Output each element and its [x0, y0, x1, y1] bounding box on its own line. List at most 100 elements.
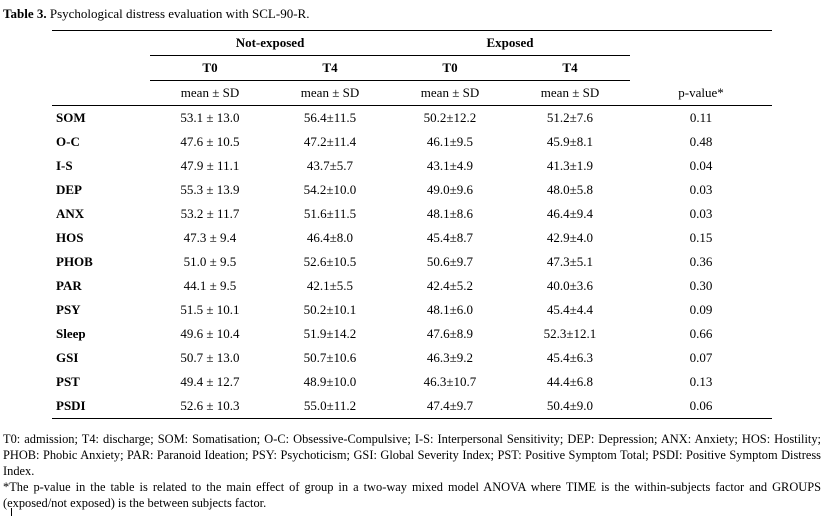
value-cell: 46.1±9.5	[426, 134, 474, 149]
value-cell: 49.0±9.6	[426, 182, 474, 197]
p-value-cell: 0.30	[689, 278, 713, 293]
row-label: PST	[56, 374, 80, 389]
group-exposed: Exposed	[390, 30, 630, 56]
value-cell: 46.3±9.2	[426, 350, 474, 365]
value-cell: 44.4±6.8	[546, 374, 594, 389]
value-cell: 41.3±1.9	[546, 158, 594, 173]
value-cell: 51.5 ± 10.1	[180, 302, 240, 317]
p-value-cell: 0.15	[689, 230, 713, 245]
value-cell: 46.4±9.4	[546, 206, 594, 221]
p-value-cell: 0.03	[689, 182, 713, 197]
value-cell: 43.7±5.7	[306, 158, 354, 173]
table-row: HOS 47.3 ± 9.4 46.4±8.0 45.4±8.7 42.9±4.0 0.1…	[52, 226, 772, 250]
value-cell: 48.9±10.0	[303, 374, 357, 389]
value-cell: 51.9±14.2	[303, 326, 357, 341]
value-cell: 52.6 ± 10.3	[150, 394, 270, 419]
timepoint-header: T4	[510, 55, 630, 81]
value-cell: 47.3±5.1	[546, 254, 594, 269]
value-cell: 55.3 ± 13.9	[180, 182, 240, 197]
value-cell: 46.4±8.0	[306, 230, 354, 245]
table-row: GSI 50.7 ± 13.0 50.7±10.6 46.3±9.2 45.4±6.3 0…	[52, 346, 772, 370]
table-caption: Table 3. Psychological distress evaluati…	[3, 6, 309, 22]
row-label: PSY	[56, 302, 81, 317]
value-cell: 47.9 ± 11.1	[180, 158, 240, 173]
row-label: GSI	[56, 350, 79, 365]
value-cell: 50.2±12.2	[423, 110, 477, 125]
table-caption-text: Psychological distress evaluation with S…	[49, 6, 310, 21]
value-cell: 45.4±6.3	[546, 350, 594, 365]
group-not-exposed: Not-exposed	[150, 30, 390, 56]
p-value-cell: 0.13	[689, 374, 713, 389]
row-label: PAR	[56, 278, 82, 293]
group-header-row: Not-exposed Exposed	[52, 30, 772, 56]
table-row: Sleep 49.6 ± 10.4 51.9±14.2 47.6±8.9 52.3±12…	[52, 322, 772, 346]
value-cell: 52.6±10.5	[303, 254, 357, 269]
scl90-table: Not-exposed Exposed T0 T4 T0 T4 mean ± S…	[52, 30, 772, 419]
table-body: SOM 53.1 ± 13.0 56.4±11.5 50.2±12.2 51.2±7.6…	[52, 106, 772, 419]
table-row: PSY 51.5 ± 10.1 50.2±10.1 48.1±6.0 45.4±4.4 0…	[52, 298, 772, 322]
table-row: SOM 53.1 ± 13.0 56.4±11.5 50.2±12.2 51.2±7.6…	[52, 106, 772, 131]
value-cell: 50.4±9.0	[510, 394, 630, 419]
stat-header: mean ± SD	[270, 80, 390, 106]
value-cell: 53.2 ± 11.7	[180, 206, 240, 221]
row-label: Sleep	[56, 326, 86, 341]
row-label: HOS	[56, 230, 84, 245]
value-cell: 45.9±8.1	[546, 134, 594, 149]
table-row: O-C 47.6 ± 10.5 47.2±11.4 46.1±9.5 45.9±8.1 0…	[52, 130, 772, 154]
value-cell: 42.9±4.0	[546, 230, 594, 245]
value-cell: 48.1±8.6	[426, 206, 474, 221]
table-row: PSDI 52.6 ± 10.3 55.0±11.2 47.4±9.7 50.4±9.0…	[52, 394, 772, 419]
timepoint-header: T0	[390, 55, 510, 81]
row-label: I-S	[56, 158, 73, 173]
stat-header-row: mean ± SD mean ± SD mean ± SD mean ± SD …	[52, 80, 772, 106]
value-cell: 45.4±8.7	[426, 230, 474, 245]
table-row: PAR 44.1 ± 9.5 42.1±5.5 42.4±5.2 40.0±3.6 0.3…	[52, 274, 772, 298]
value-cell: 47.2±11.4	[303, 134, 357, 149]
table-caption-label: Table 3.	[3, 6, 47, 21]
value-cell: 53.1 ± 13.0	[180, 110, 240, 125]
value-cell: 43.1±4.9	[426, 158, 474, 173]
p-value-cell: 0.36	[689, 254, 713, 269]
value-cell: 54.2±10.0	[303, 182, 357, 197]
table-row: DEP 55.3 ± 13.9 54.2±10.0 49.0±9.6 48.0±5.8 0…	[52, 178, 772, 202]
p-value-cell: 0.04	[689, 158, 713, 173]
value-cell: 50.7±10.6	[303, 350, 357, 365]
row-label: ANX	[56, 206, 85, 221]
p-value-cell: 0.66	[689, 326, 713, 341]
value-cell: 47.4±9.7	[390, 394, 510, 419]
value-cell: 49.6 ± 10.4	[180, 326, 240, 341]
table-row: I-S 47.9 ± 11.1 43.7±5.7 43.1±4.9 41.3±1.9 0.…	[52, 154, 772, 178]
text-cursor-mark	[11, 508, 12, 516]
row-label: O-C	[56, 134, 80, 149]
p-value-cell: 0.07	[689, 350, 713, 365]
table-footnotes: T0: admission; T4: discharge; SOM: Somat…	[3, 431, 821, 511]
value-cell: 45.4±4.4	[546, 302, 594, 317]
row-label: PHOB	[56, 254, 93, 269]
value-cell: 42.1±5.5	[306, 278, 354, 293]
stat-header: mean ± SD	[150, 80, 270, 106]
p-value-cell: 0.03	[689, 206, 713, 221]
value-cell: 48.1±6.0	[426, 302, 474, 317]
p-value-cell: 0.09	[689, 302, 713, 317]
row-label: PSDI	[52, 394, 150, 419]
value-cell: 46.3±10.7	[423, 374, 477, 389]
value-cell: 55.0±11.2	[270, 394, 390, 419]
table-row: ANX 53.2 ± 11.7 51.6±11.5 48.1±8.6 46.4±9.4 0…	[52, 202, 772, 226]
row-label: SOM	[56, 110, 86, 125]
value-cell: 48.0±5.8	[546, 182, 594, 197]
p-value-cell: 0.48	[689, 134, 713, 149]
table-row: PHOB 51.0 ± 9.5 52.6±10.5 50.6±9.7 47.3±5.1 0…	[52, 250, 772, 274]
value-cell: 50.6±9.7	[426, 254, 474, 269]
p-value-footnote: *The p-value in the table is related to …	[3, 480, 821, 510]
value-cell: 56.4±11.5	[303, 110, 357, 125]
value-cell: 50.2±10.1	[303, 302, 357, 317]
stat-header: mean ± SD	[510, 80, 630, 106]
value-cell: 40.0±3.6	[546, 278, 594, 293]
p-value-cell: 0.06	[630, 394, 772, 419]
timepoint-header: T0	[150, 55, 270, 81]
value-cell: 51.2±7.6	[546, 110, 594, 125]
value-cell: 52.3±12.1	[543, 326, 597, 341]
value-cell: 51.0 ± 9.5	[183, 254, 237, 269]
row-label: DEP	[56, 182, 82, 197]
value-cell: 47.6 ± 10.5	[180, 134, 240, 149]
